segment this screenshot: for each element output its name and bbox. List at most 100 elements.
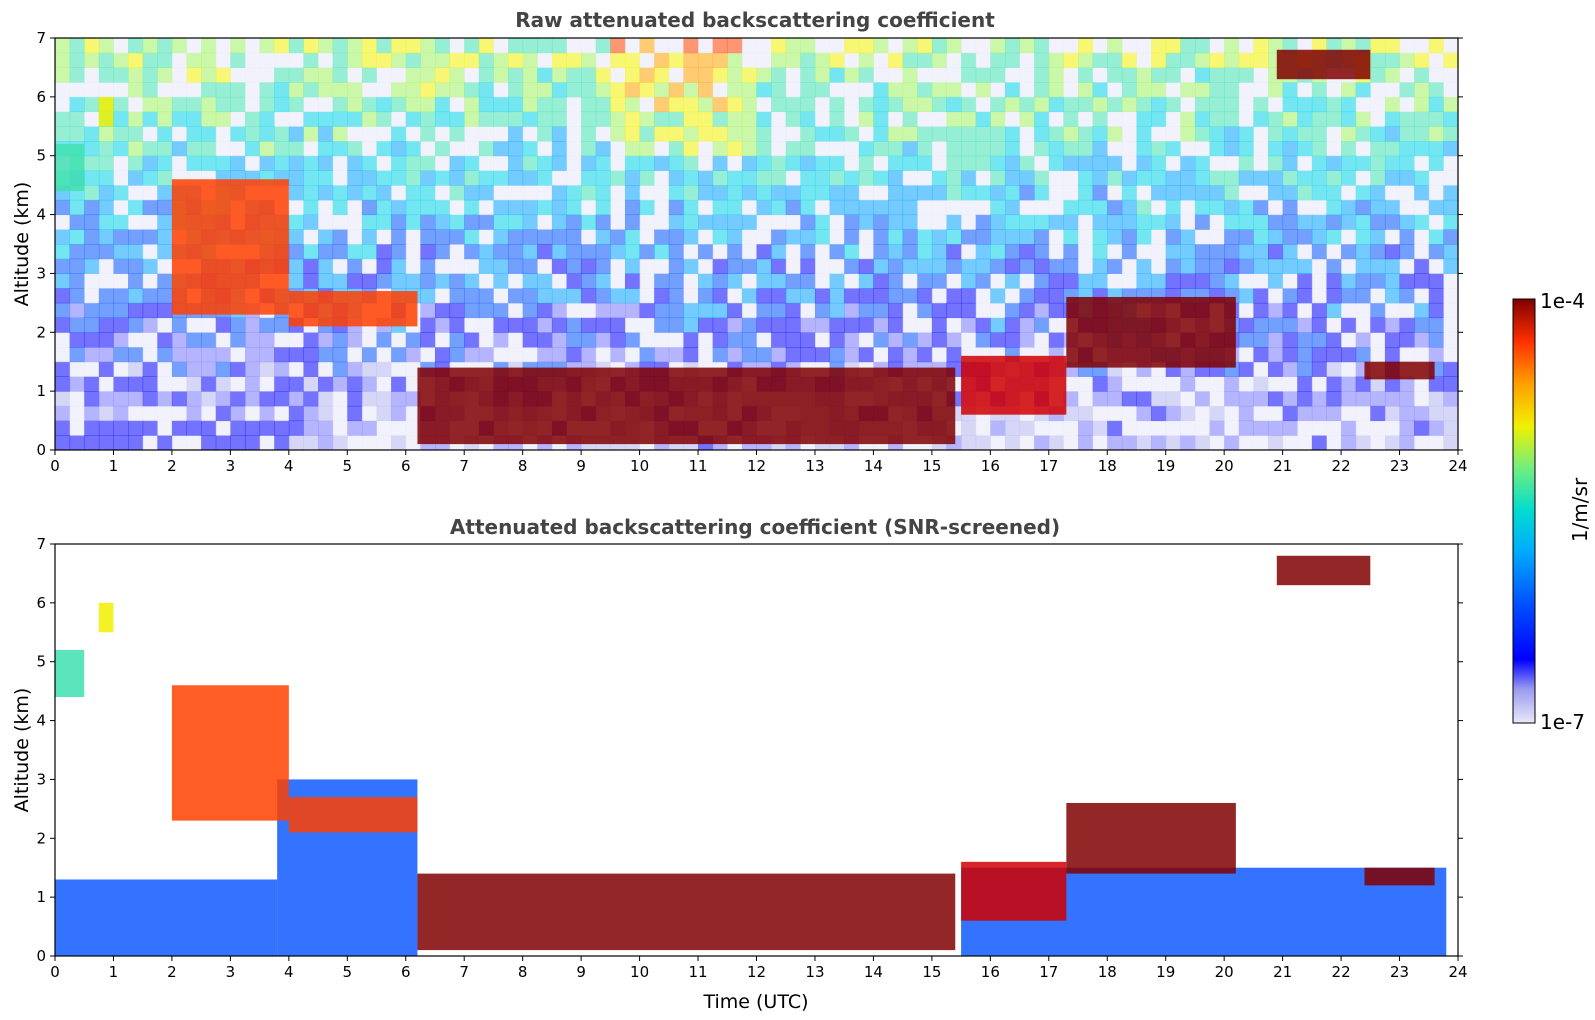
heatmap-cell [69, 96, 85, 113]
heatmap-cell [1034, 288, 1050, 304]
heatmap-cell [902, 258, 918, 274]
heatmap-cell [683, 214, 699, 230]
heatmap-cell [654, 185, 670, 201]
heatmap-cell [858, 96, 874, 113]
heatmap-cell [113, 376, 129, 392]
heatmap-cell [1268, 141, 1284, 157]
heatmap-cell [1326, 126, 1342, 142]
heatmap-cell [303, 126, 319, 142]
heatmap-cell [566, 96, 582, 113]
heatmap-cell [1048, 185, 1064, 201]
heatmap-cell [1253, 141, 1269, 157]
heatmap-cell [1370, 435, 1386, 451]
heatmap-cell [347, 155, 363, 171]
heatmap-cell [1209, 38, 1225, 54]
heatmap-cell [1194, 244, 1211, 260]
heatmap-cell [1165, 229, 1181, 245]
heatmap-cell [1238, 273, 1254, 289]
heatmap-cell [420, 111, 436, 127]
heatmap-cell [771, 229, 787, 245]
heatmap-cell [420, 288, 436, 304]
heatmap-cell [1311, 317, 1327, 333]
heatmap-cell [113, 38, 129, 54]
heatmap-cell [873, 258, 889, 274]
heatmap-cell [1048, 199, 1064, 216]
heatmap-cell [829, 244, 845, 260]
heatmap-cell [712, 82, 728, 98]
heatmap-cell [917, 288, 933, 304]
heatmap-cell [771, 317, 787, 333]
heatmap-cell [171, 332, 188, 348]
heatmap-cell [1019, 332, 1035, 348]
heatmap-cell [215, 332, 231, 348]
heatmap-cell [902, 111, 918, 127]
heatmap-cell [1355, 273, 1371, 289]
heatmap-cell [639, 244, 655, 260]
heatmap-cell [624, 126, 641, 142]
heatmap-cell [244, 361, 261, 377]
heatmap-cell [142, 111, 158, 127]
heatmap-cell [990, 420, 1006, 436]
heatmap-cell [84, 185, 100, 201]
heatmap-cell [69, 361, 85, 377]
heatmap-cell [244, 126, 261, 142]
heatmap-cell [756, 273, 772, 289]
heatmap-cell [1341, 361, 1357, 377]
heatmap-area [55, 555, 1447, 956]
heatmap-cell [1428, 244, 1444, 260]
heatmap-cell [551, 155, 568, 171]
heatmap-cell [142, 82, 158, 98]
heatmap-cell [303, 141, 319, 157]
heatmap-cell [259, 405, 275, 422]
heatmap-cell [142, 155, 158, 171]
y-tick-label: 0 [36, 947, 46, 965]
heatmap-cell [800, 302, 816, 319]
heatmap-cell [274, 126, 290, 142]
heatmap-cell [814, 111, 831, 127]
heatmap-cell [1019, 96, 1035, 113]
heatmap-cell [55, 376, 71, 392]
heatmap-cell [142, 126, 158, 142]
heatmap-cell [654, 67, 670, 83]
heatmap-cell [391, 405, 407, 422]
heatmap-cell [946, 126, 962, 142]
heatmap-cell [1048, 420, 1064, 436]
heatmap-cell [990, 317, 1006, 333]
heatmap-cell [318, 332, 334, 348]
heatmap-cell [741, 258, 757, 274]
heatmap-cell [1428, 391, 1444, 407]
heatmap-cell [712, 155, 728, 171]
heatmap-cell [478, 38, 494, 54]
heatmap-cell [318, 229, 334, 245]
heatmap-cell [1136, 435, 1152, 451]
heatmap-cell [814, 199, 831, 216]
heatmap-cell [888, 96, 904, 113]
heatmap-cell [1253, 170, 1269, 186]
heatmap-cell [1253, 38, 1269, 54]
heatmap-cell [1238, 82, 1254, 98]
heatmap-cell [201, 96, 217, 113]
heatmap-cell [712, 96, 728, 113]
heatmap-cell [1253, 376, 1269, 392]
heatmap-cell [128, 111, 144, 127]
backscatter-layer [1276, 555, 1371, 586]
raw-backscatter-panel: Raw attenuated backscattering coefficien… [11, 8, 1468, 475]
heatmap-cell [1107, 405, 1123, 422]
heatmap-cell [84, 258, 100, 274]
heatmap-cell [785, 244, 801, 260]
heatmap-cell [1326, 420, 1342, 436]
heatmap-cell [741, 229, 757, 245]
heatmap-cell [1151, 141, 1167, 157]
heatmap-cell [493, 258, 509, 274]
heatmap-cell [712, 199, 728, 216]
heatmap-cell [975, 214, 991, 230]
heatmap-cell [98, 155, 114, 171]
heatmap-cell [128, 435, 144, 451]
heatmap-cell [712, 273, 728, 289]
heatmap-cell [1048, 96, 1064, 113]
heatmap-cell [376, 244, 392, 260]
heatmap-cell [902, 126, 918, 142]
heatmap-cell [946, 38, 962, 54]
heatmap-cell [727, 111, 743, 127]
heatmap-cell [1121, 52, 1137, 68]
